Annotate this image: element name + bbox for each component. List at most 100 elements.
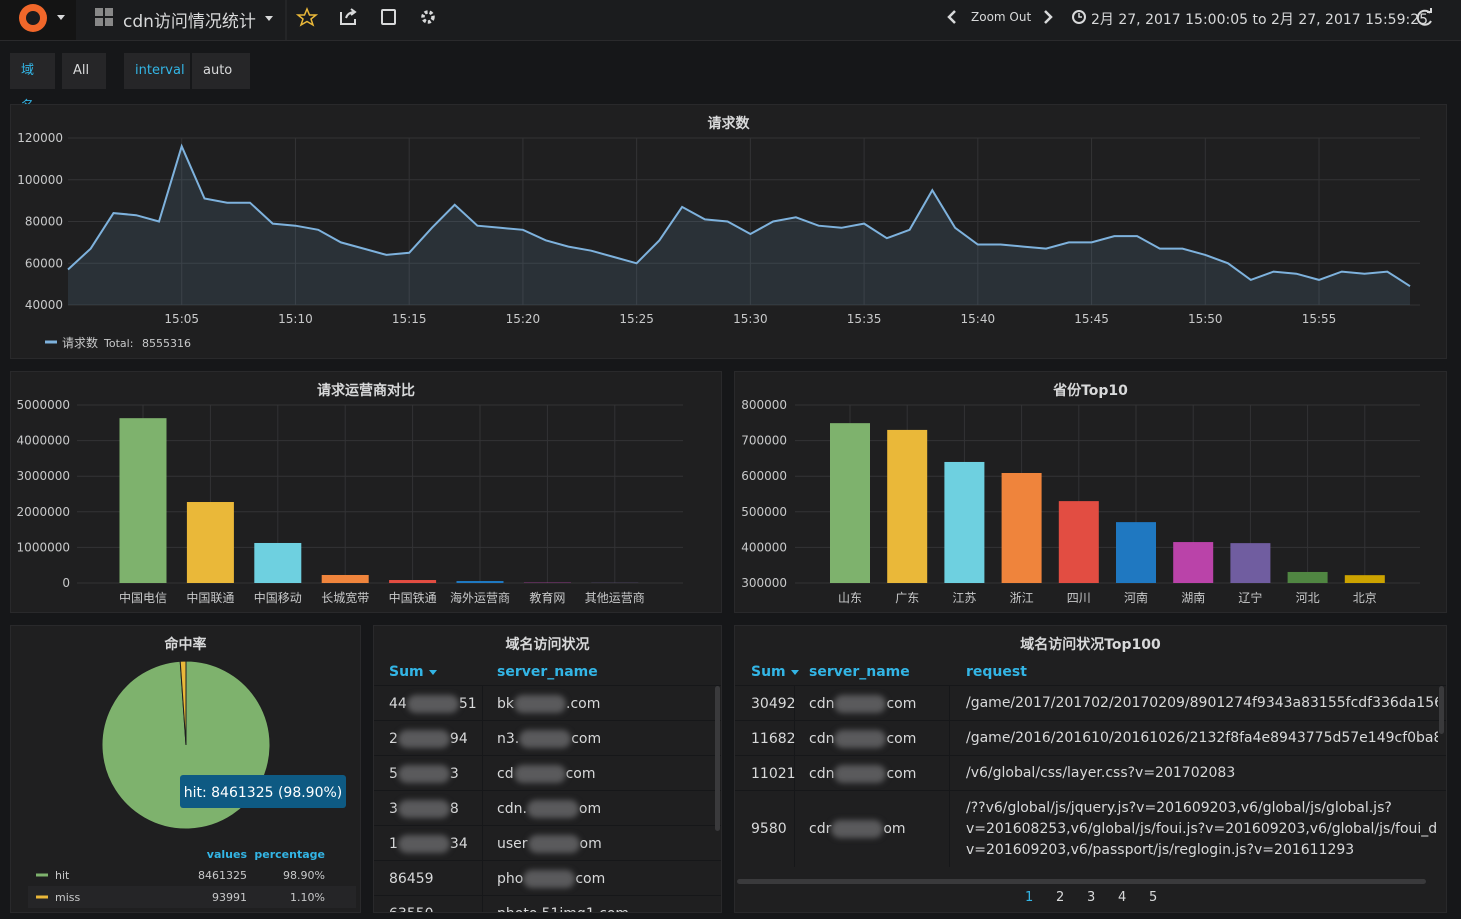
cell-text: 9580 [751, 821, 787, 837]
column-divider [949, 686, 950, 721]
panel: 请求数 [10, 104, 1447, 359]
cell-text: user [497, 835, 528, 852]
table-row: 44 51 bk .com [374, 685, 721, 721]
cell-text: cdn [809, 695, 835, 712]
cell-text: 30492 [751, 695, 796, 712]
column-divider [794, 791, 795, 867]
panel-title[interactable]: 请求运营商对比 [317, 383, 415, 399]
clock-icon [1072, 10, 1086, 24]
table-row: 30492 cdn com/game/2017/201702/20170209/89… [735, 685, 1446, 721]
column-header[interactable]: request [966, 664, 1027, 680]
table-panel: 域名访问状况Top100 Sum server_name request 30492 cd… [734, 625, 1447, 913]
cell-text: 8 [449, 800, 459, 817]
cell-text: com [886, 765, 917, 782]
cell-text: bk [497, 695, 514, 712]
blur [831, 820, 884, 838]
cell-text: 63550 [389, 906, 434, 913]
cell: /??v6/global/js/jquery.js?v=201609203,v6… [966, 791, 1438, 867]
page-link[interactable]: 3 [1087, 890, 1096, 905]
cell-text: om [578, 800, 602, 817]
refresh-icon[interactable] [1416, 8, 1432, 26]
cell-text: cd [497, 765, 514, 782]
page-link[interactable]: 1 [1025, 890, 1034, 905]
cell-text: 5 [389, 765, 398, 782]
clock-hand [1078, 13, 1082, 18]
cell: 9580 [751, 791, 787, 867]
cell: /v6/global/css/layer.css?v=201702083 [966, 756, 1438, 791]
cell-text: /??v6/global/js/jquery.js?v=201609203,v6… [966, 799, 1392, 816]
cell-text: /game/2016/201610/20161026/2132f8fa4e894… [966, 730, 1438, 746]
panel-title[interactable]: 省份Top10 [1053, 383, 1128, 399]
column-divider [794, 686, 795, 721]
cell-text: 44 [389, 695, 407, 712]
table-row: 5 3 cd com [374, 755, 721, 791]
cell: /game/2016/201610/20161026/2132f8fa4e894… [966, 721, 1438, 756]
cell-text: 86459 [389, 870, 434, 887]
panel-title[interactable]: 域名访问状况 [505, 637, 590, 653]
column-header-text: Sum [389, 664, 424, 680]
settings-icon[interactable] [421, 10, 435, 24]
cell-text: om [883, 821, 906, 837]
blur [834, 729, 887, 748]
cell-text: com [571, 730, 602, 747]
column-header[interactable]: Sum [751, 664, 799, 680]
column-divider [482, 861, 483, 896]
page-link[interactable]: 4 [1118, 890, 1127, 905]
cell: n3. com [497, 721, 601, 756]
table-row: 1 34 user om [374, 825, 721, 861]
dashboard-title[interactable]: cdn访问情况统计 [123, 12, 256, 32]
page-link[interactable]: 2 [1056, 890, 1065, 905]
star-icon[interactable] [295, 7, 319, 27]
blur [527, 834, 580, 853]
zoom-out[interactable]: Zoom Out [971, 10, 1032, 24]
cell-text: 2 [389, 730, 398, 747]
navbar: cdn访问情况统计 Zoom Out 2月 27, 2017 15:00:05 … [0, 0, 1461, 41]
dashboard-icon [95, 8, 113, 26]
cell-text: cdr [809, 821, 832, 837]
zoom-next[interactable] [1044, 10, 1053, 24]
variable-value[interactable]: auto [192, 53, 250, 109]
share-icon[interactable] [340, 8, 357, 25]
column-header[interactable]: server_name [809, 664, 910, 680]
panel-title[interactable]: 域名访问状况Top100 [1020, 637, 1161, 653]
cell-text: v=201609203,v6/passport/js/reglogin.js?v… [966, 841, 1355, 858]
variable-value-text: auto [203, 63, 233, 78]
cell-text: cdn. [497, 800, 527, 817]
cell-text: 94 [449, 730, 468, 747]
page-link[interactable]: 5 [1149, 890, 1158, 905]
nav-icons [0, 0, 1432, 40]
panel-title[interactable]: 命中率 [164, 637, 207, 653]
column-divider [949, 721, 950, 756]
cell: cdn com [809, 756, 916, 791]
cell-text: com [886, 695, 917, 712]
panel-title[interactable]: 请求数 [707, 116, 750, 132]
column-header-text: request [966, 664, 1027, 680]
variable-value[interactable]: All [62, 53, 106, 109]
cell-text: om [579, 835, 602, 852]
blur [397, 834, 450, 853]
variable-value-text: All [73, 63, 90, 78]
save-icon[interactable] [381, 9, 396, 25]
table-row: 63550 photo.51img1.com [374, 895, 721, 913]
blur [397, 799, 450, 818]
column-divider [482, 686, 483, 721]
time-range[interactable]: 2月 27, 2017 15:00:05 to 2月 27, 2017 15:5… [1091, 12, 1429, 28]
cell: photo.51img1.com [497, 896, 629, 913]
column-header[interactable]: Sum [389, 664, 437, 680]
column-header[interactable]: server_name [497, 664, 598, 680]
cell: pho com [497, 861, 605, 896]
cell: 11682 [751, 721, 796, 756]
cell-text: 3 [449, 765, 459, 782]
cell: cdn. om [497, 791, 601, 826]
cell: cd com [497, 756, 596, 791]
zoom-prev[interactable] [947, 10, 956, 24]
cell-text: /v6/global/css/layer.css?v=201702083 [966, 765, 1236, 781]
cell: bk .com [497, 686, 600, 721]
panel: 请求运营商对比 [10, 371, 722, 613]
cell: user om [497, 826, 602, 861]
table-row: 9580 cdr om /??v6/global/js/jquery.js?v=201… [735, 790, 1446, 867]
title-caret [265, 16, 273, 21]
cell: 11021 [751, 756, 796, 791]
